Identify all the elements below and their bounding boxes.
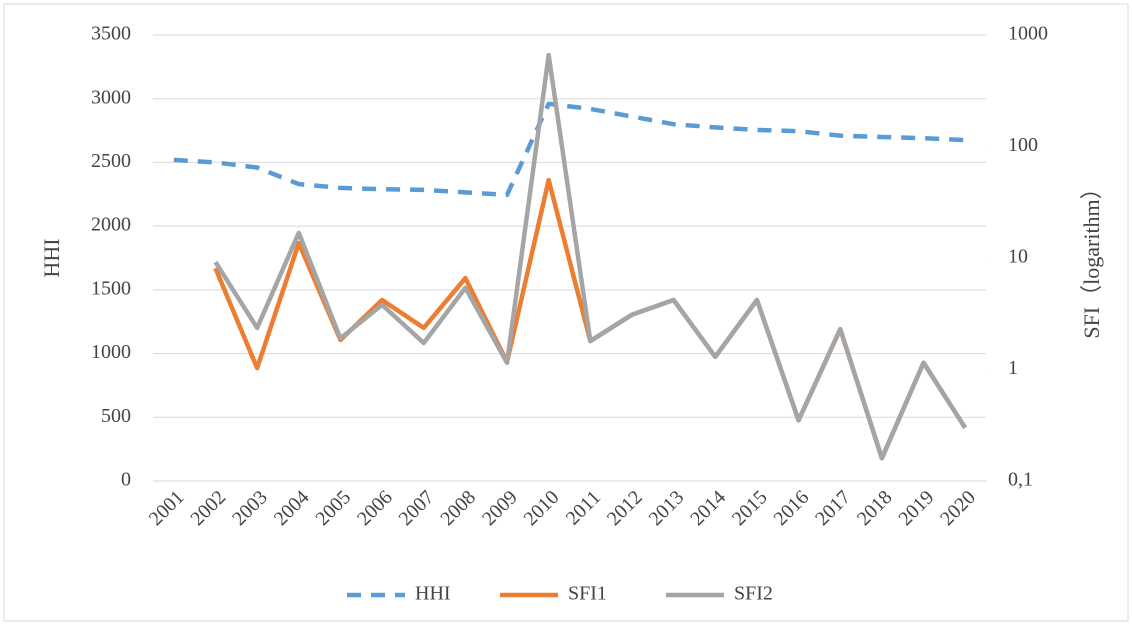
y2-tick-label: 1: [1008, 357, 1018, 379]
y-tick-label: 3500: [91, 23, 131, 45]
legend-label: SFI2: [734, 583, 773, 605]
y-tick-label: 500: [101, 405, 131, 427]
y2-axis-label: SFI（logarithm）: [1079, 177, 1104, 338]
series-line: [173, 101, 966, 198]
y-tick-label: 1000: [91, 341, 131, 363]
y-tick-label: 1500: [91, 277, 131, 299]
y2-tick-label: 100: [1008, 134, 1038, 156]
y2-tick-label: 10: [1008, 246, 1028, 268]
y2-tick-label: 0,1: [1008, 469, 1033, 491]
y-axis-label: HHI: [39, 238, 64, 277]
y-tick-label: 0: [121, 469, 131, 491]
y-tick-label: 3000: [91, 86, 131, 108]
y-tick-label: 2500: [91, 150, 131, 172]
y2-tick-label: 1000: [1008, 23, 1048, 45]
series-line: [213, 52, 968, 461]
legend-label: HHI: [415, 583, 451, 605]
y-tick-label: 2000: [91, 214, 131, 236]
chart-frame: [3, 3, 1129, 622]
legend-label: SFI1: [568, 583, 607, 605]
